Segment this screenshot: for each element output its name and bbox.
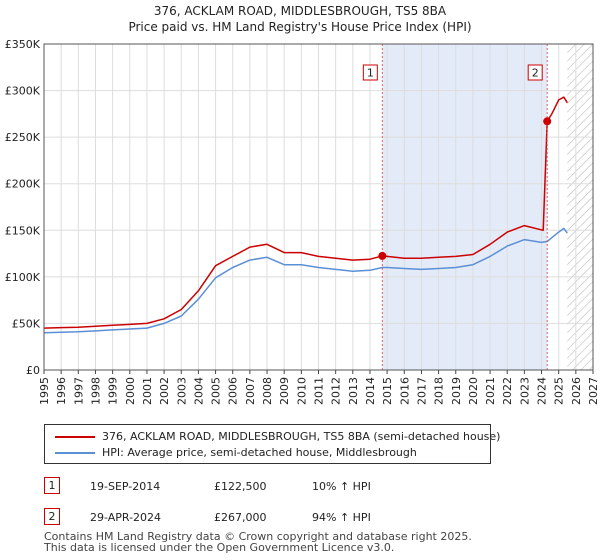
x-tick-label: 2022 — [501, 377, 514, 405]
x-tick-label: 2001 — [141, 377, 154, 405]
transaction-marker: 1 — [44, 477, 60, 494]
chart-subtitle: Price paid vs. HM Land Registry's House … — [128, 20, 471, 34]
plot-frame — [43, 43, 594, 371]
x-tick-label: 2023 — [518, 377, 531, 405]
x-tick-label: 2008 — [261, 377, 274, 405]
y-tick-label: £200K — [5, 178, 41, 191]
transaction-price: £122,500 — [214, 480, 267, 493]
y-tick-label: £0 — [26, 364, 40, 377]
footer-copyright: Contains HM Land Registry data © Crown c… — [44, 530, 472, 543]
x-tick-label: 1999 — [107, 377, 120, 405]
x-tick-label: 2021 — [484, 377, 497, 405]
transaction-marker: 2 — [44, 508, 60, 525]
y-tick-label: £350K — [5, 38, 41, 51]
forecast-hatch — [567, 44, 593, 370]
y-tick-label: £150K — [5, 224, 41, 237]
chart-title: 376, ACKLAM ROAD, MIDDLESBROUGH, TS5 8BA — [154, 4, 447, 18]
sale-label: 2 — [532, 67, 539, 80]
x-tick-label: 2013 — [347, 377, 360, 405]
transaction-date: 29-APR-2024 — [90, 511, 162, 524]
transaction-hpi: 10% ↑ HPI — [312, 480, 371, 493]
x-tick-label: 1995 — [38, 377, 51, 405]
x-tick-label: 2009 — [278, 377, 291, 405]
transaction-price: £267,000 — [214, 511, 267, 524]
x-tick-label: 2026 — [570, 377, 583, 405]
x-tick-label: 2018 — [433, 377, 446, 405]
x-tick-label: 2002 — [158, 377, 171, 405]
ownership-shading — [382, 44, 548, 370]
sale-point — [543, 117, 552, 126]
y-tick-label: £100K — [5, 271, 41, 284]
legend-label-hpi: HPI: Average price, semi-detached house,… — [102, 446, 417, 459]
footer-license: This data is licensed under the Open Gov… — [44, 541, 395, 554]
sale-label: 1 — [367, 67, 374, 80]
legend: 376, ACKLAM ROAD, MIDDLESBROUGH, TS5 8BA… — [44, 424, 500, 464]
x-tick-label: 2000 — [124, 377, 137, 405]
x-tick-label: 2011 — [313, 377, 326, 405]
x-tick-label: 2025 — [553, 377, 566, 405]
hpi-line — [43, 227, 568, 334]
x-tick-label: 1996 — [55, 377, 68, 405]
x-tick-label: 2020 — [467, 377, 480, 405]
x-tick-label: 1997 — [72, 377, 85, 405]
legend-swatch-property — [55, 436, 95, 438]
property-price-line — [43, 96, 568, 329]
x-tick-label: 2003 — [175, 377, 188, 405]
x-tick-label: 2016 — [398, 377, 411, 405]
legend-label-property: 376, ACKLAM ROAD, MIDDLESBROUGH, TS5 8BA… — [102, 430, 501, 443]
price-chart: 376, ACKLAM ROAD, MIDDLESBROUGH, TS5 8BA… — [5, 4, 600, 405]
x-tick-label: 2027 — [587, 377, 600, 405]
x-tick-label: 2024 — [536, 377, 549, 405]
x-tick-label: 2005 — [210, 377, 223, 405]
sale-point — [378, 251, 387, 260]
y-tick-label: £250K — [5, 131, 41, 144]
transaction-date: 19-SEP-2014 — [90, 480, 161, 493]
y-tick-label: £50K — [12, 317, 41, 330]
footer: Contains HM Land Registry data © Crown c… — [44, 531, 472, 553]
x-tick-label: 2017 — [415, 377, 428, 405]
x-tick-label: 2010 — [295, 377, 308, 405]
x-tick-label: 2014 — [364, 377, 377, 405]
y-tick-label: £300K — [5, 85, 41, 98]
x-tick-label: 2012 — [330, 377, 343, 405]
x-tick-label: 2019 — [450, 377, 463, 405]
sale-label-box — [527, 64, 543, 81]
transaction-hpi: 94% ↑ HPI — [312, 511, 371, 524]
x-tick-label: 1998 — [89, 377, 102, 405]
x-tick-label: 2006 — [227, 377, 240, 405]
x-tick-label: 2007 — [244, 377, 257, 405]
sale-label-box — [362, 64, 378, 81]
legend-swatch-hpi — [55, 452, 95, 454]
x-tick-label: 2004 — [192, 377, 205, 405]
x-tick-label: 2015 — [381, 377, 394, 405]
